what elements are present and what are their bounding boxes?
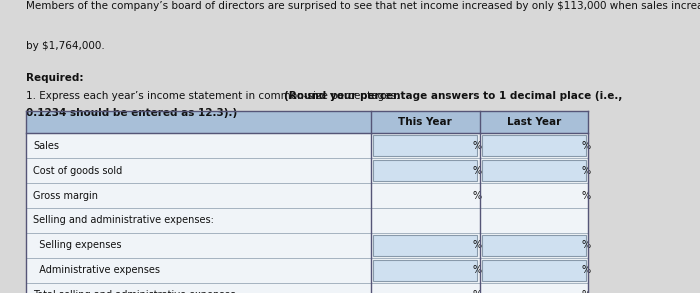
Text: Gross margin: Gross margin [33,190,98,201]
Text: Total selling and administrative expenses: Total selling and administrative expense… [33,290,235,293]
Text: %: % [473,190,482,201]
Text: %: % [473,240,482,251]
Bar [373,160,477,181]
Text: Selling expenses: Selling expenses [33,240,121,251]
Bar [26,258,588,283]
Bar [26,111,588,133]
Bar [482,135,586,156]
Text: %: % [473,166,482,176]
Bar [373,135,477,156]
Text: 0.1234 should be entered as 12.3).): 0.1234 should be entered as 12.3).) [26,108,237,118]
Text: 1. Express each year’s income statement in common-size percentages.: 1. Express each year’s income statement … [26,91,402,101]
Text: %: % [581,166,590,176]
Text: Last Year: Last Year [507,117,561,127]
Text: %: % [473,141,482,151]
Text: Sales: Sales [33,141,59,151]
Text: %: % [473,265,482,275]
Bar [26,183,588,208]
Bar [26,208,588,233]
Bar [26,283,588,293]
Text: %: % [473,290,482,293]
Text: by $1,764,000.: by $1,764,000. [26,41,105,51]
Text: %: % [581,290,590,293]
Text: Selling and administrative expenses:: Selling and administrative expenses: [33,215,214,226]
Bar [373,260,477,281]
Text: Required:: Required: [26,73,83,83]
Bar [26,233,588,258]
Bar [26,158,588,183]
Text: Cost of goods sold: Cost of goods sold [33,166,122,176]
Bar [482,160,586,181]
Text: %: % [581,190,590,201]
Text: Administrative expenses: Administrative expenses [33,265,160,275]
Bar [482,260,586,281]
Bar [26,133,588,158]
Text: %: % [581,141,590,151]
Text: %: % [581,265,590,275]
Bar [373,235,477,256]
Text: %: % [581,240,590,251]
Text: This Year: This Year [398,117,452,127]
Text: (Round your percentage answers to 1 decimal place (i.e.,: (Round your percentage answers to 1 deci… [284,91,622,101]
Text: Members of the company’s board of directors are surprised to see that net income: Members of the company’s board of direct… [26,1,700,11]
Bar [482,235,586,256]
